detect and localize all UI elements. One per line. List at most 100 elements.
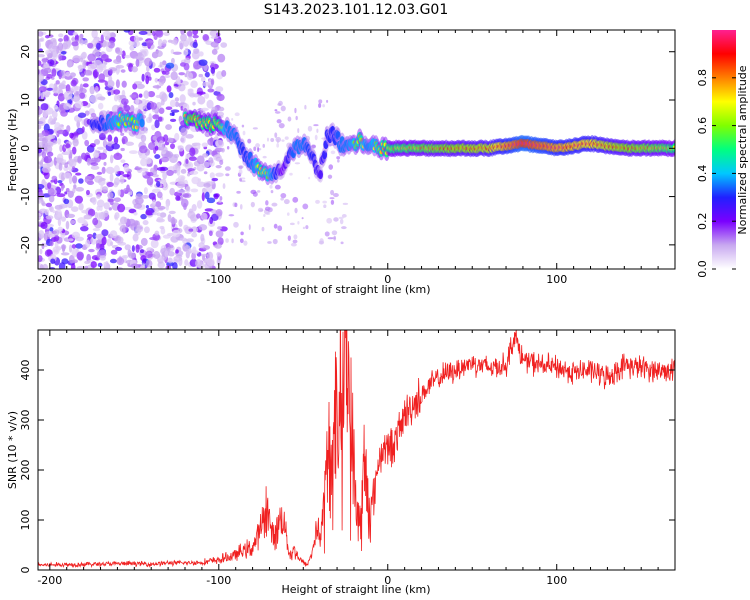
spectrogram-noise-blob xyxy=(102,41,111,47)
spectrogram-noise-blob xyxy=(324,231,330,237)
spectrogram-noise-blob xyxy=(87,42,94,49)
spectrogram-noise-blob xyxy=(156,101,162,109)
spectrogram-noise-blob xyxy=(58,162,63,171)
spectrogram-noise-blob xyxy=(160,99,165,106)
spectrogram-y-axis-title: Frequency (Hz) xyxy=(6,109,19,192)
spectrogram-noise-blob xyxy=(331,230,338,236)
spectrogram-noise-blob xyxy=(54,204,63,210)
spectrogram-noise-blob xyxy=(228,214,235,217)
spectrogram-noise-blob xyxy=(168,251,175,257)
spectrogram-noise-blob xyxy=(215,86,224,93)
spectrogram-noise-blob xyxy=(142,258,147,264)
spectrogram-noise-blob xyxy=(175,195,181,201)
spectrogram-noise-blob xyxy=(63,172,72,180)
spectrogram-noise-blob xyxy=(117,189,121,197)
spectrogram-noise-blob xyxy=(297,128,300,134)
spectrogram-noise-blob xyxy=(183,62,190,71)
spectrogram-noise-blob xyxy=(40,37,45,42)
spectrogram-noise-blob xyxy=(52,87,61,94)
spectrogram-noise-blob xyxy=(278,123,285,129)
spectrogram-noise-blob xyxy=(255,143,260,148)
spectrogram-noise-blob xyxy=(40,103,49,111)
spectrogram-noise-blob xyxy=(140,50,147,58)
spectrogram-noise-blob xyxy=(63,90,73,100)
spectrogram-noise-blob xyxy=(61,184,66,189)
spectrogram-noise-blob xyxy=(46,151,54,157)
spectrogram-noise-blob xyxy=(305,225,309,230)
spectrogram-noise-blob xyxy=(109,258,117,264)
spectrogram-noise-blob xyxy=(38,212,42,217)
spectrogram-noise-blob xyxy=(201,212,208,221)
spectrogram-noise-blob xyxy=(81,209,90,214)
spectrogram-noise-blob xyxy=(220,42,228,48)
spectrogram-noise-blob xyxy=(274,111,281,114)
spectrogram-noise-blob xyxy=(238,168,243,175)
spectrogram-noise-blob xyxy=(96,243,101,249)
spectrogram-noise-blob xyxy=(118,222,122,226)
spectrogram-noise-blob xyxy=(119,175,125,185)
spectrogram-noise-blob xyxy=(304,104,307,110)
spectrogram-noise-blob xyxy=(314,134,318,141)
spectrogram-noise-blob xyxy=(167,232,174,237)
spectrogram-noise-blob xyxy=(39,266,45,269)
spectrogram-noise-blob xyxy=(221,69,227,77)
spectrogram-noise-blob xyxy=(201,187,207,194)
spectrogram-noise-blob xyxy=(208,230,213,237)
spectrogram-noise-blob xyxy=(108,207,112,211)
spectrogram-noise-blob xyxy=(141,171,146,176)
spectrogram-noise-blob xyxy=(206,99,214,109)
spectrogram-noise-blob xyxy=(86,157,91,166)
spectrogram-noise-blob xyxy=(81,131,88,140)
spectrogram-noise-blob xyxy=(39,159,44,168)
spectrogram-noise-blob xyxy=(63,102,72,110)
spectrogram-noise-blob xyxy=(125,141,135,146)
spectrogram-noise-blob xyxy=(101,166,106,174)
spectrogram-noise-blob xyxy=(152,135,157,141)
spectrogram-noise-blob xyxy=(97,96,106,101)
spectrogram-noise-blob xyxy=(191,232,198,238)
spectrogram-noise-blob xyxy=(94,175,103,183)
spectrogram-noise-blob xyxy=(132,83,138,90)
spectrogram-noise-blob xyxy=(191,246,197,254)
spectrogram-noise-blob xyxy=(219,108,225,111)
spectrogram-noise-blob xyxy=(88,248,95,253)
spectrogram-ytick-label: 0 xyxy=(19,145,32,152)
spectrogram-noise-blob xyxy=(94,85,99,94)
spectrogram-noise-blob xyxy=(120,132,125,136)
spectrogram-noise-blob xyxy=(51,68,57,77)
spectrogram-noise-blob xyxy=(211,177,219,182)
spectrogram-noise-blob xyxy=(200,253,209,257)
spectrogram-noise-blob xyxy=(79,83,84,93)
spectrogram-noise-blob xyxy=(147,91,156,98)
spectrogram-noise-blob xyxy=(180,33,188,42)
spectrogram-noise-blob xyxy=(233,221,239,228)
spectrogram-noise-blob xyxy=(170,235,179,243)
spectrogram-noise-blob xyxy=(115,64,125,69)
chart-title: S143.2023.101.12.03.G01 xyxy=(264,2,449,18)
spectrogram-noise-blob xyxy=(339,218,344,225)
spectrogram-noise-blob xyxy=(243,240,248,246)
spectrogram-noise-blob xyxy=(115,79,120,89)
spectrogram-noise-blob xyxy=(92,228,101,232)
spectrogram-noise-blob xyxy=(78,178,84,184)
spectrogram-noise-blob xyxy=(155,50,163,58)
spectrogram-noise-blob xyxy=(174,97,180,102)
spectrogram-noise-blob xyxy=(96,171,103,175)
spectrogram-noise-blob xyxy=(70,206,79,213)
spectrogram-noise-blob xyxy=(123,187,132,193)
spectrogram-noise-blob xyxy=(105,166,115,175)
spectrogram-noise-blob xyxy=(341,226,347,230)
spectrogram-noise-blob xyxy=(41,151,47,159)
spectrogram-noise-blob xyxy=(200,76,206,83)
spectrogram-noise-blob xyxy=(177,145,184,152)
spectrogram-noise-blob xyxy=(153,67,161,73)
spectrogram-noise-blob xyxy=(57,217,62,227)
spectrogram-noise-blob xyxy=(82,83,89,88)
spectrogram-noise-blob xyxy=(336,156,341,160)
spectrogram-noise-blob xyxy=(259,209,264,212)
spectrogram-noise-blob xyxy=(294,162,301,165)
spectrogram-noise-blob xyxy=(68,254,75,264)
spectrogram-noise-blob xyxy=(203,182,211,188)
spectrogram-noise-blob xyxy=(45,34,50,39)
